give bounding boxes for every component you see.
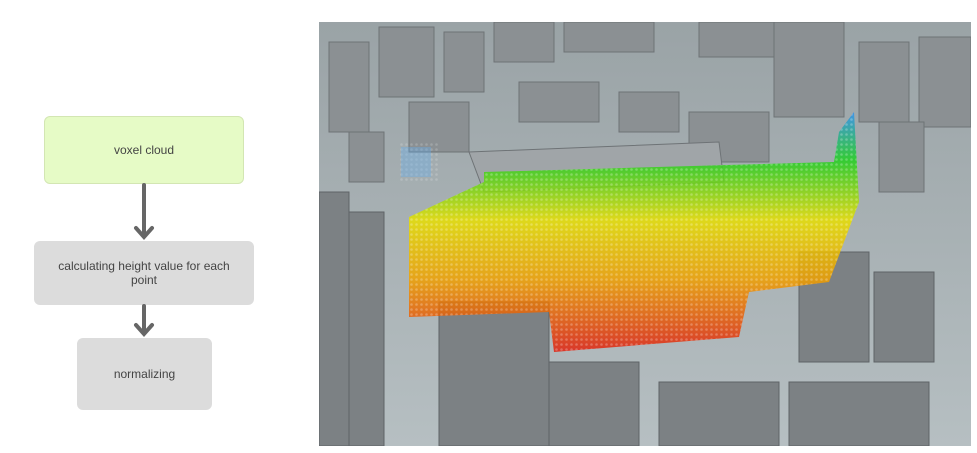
arrow-1	[134, 183, 154, 241]
flow-node-label: voxel cloud	[113, 143, 175, 157]
arrow-2	[134, 304, 154, 338]
flow-node-voxel-cloud: voxel cloud	[44, 116, 244, 184]
flow-node-label: normalizing	[113, 367, 176, 381]
flow-node-label: calculating height value for each point	[58, 259, 230, 287]
flow-node-normalizing: normalizing	[77, 338, 212, 410]
flow-node-calculating-height: calculating height value for each point	[34, 241, 254, 305]
point-cloud-city-render	[319, 22, 971, 446]
